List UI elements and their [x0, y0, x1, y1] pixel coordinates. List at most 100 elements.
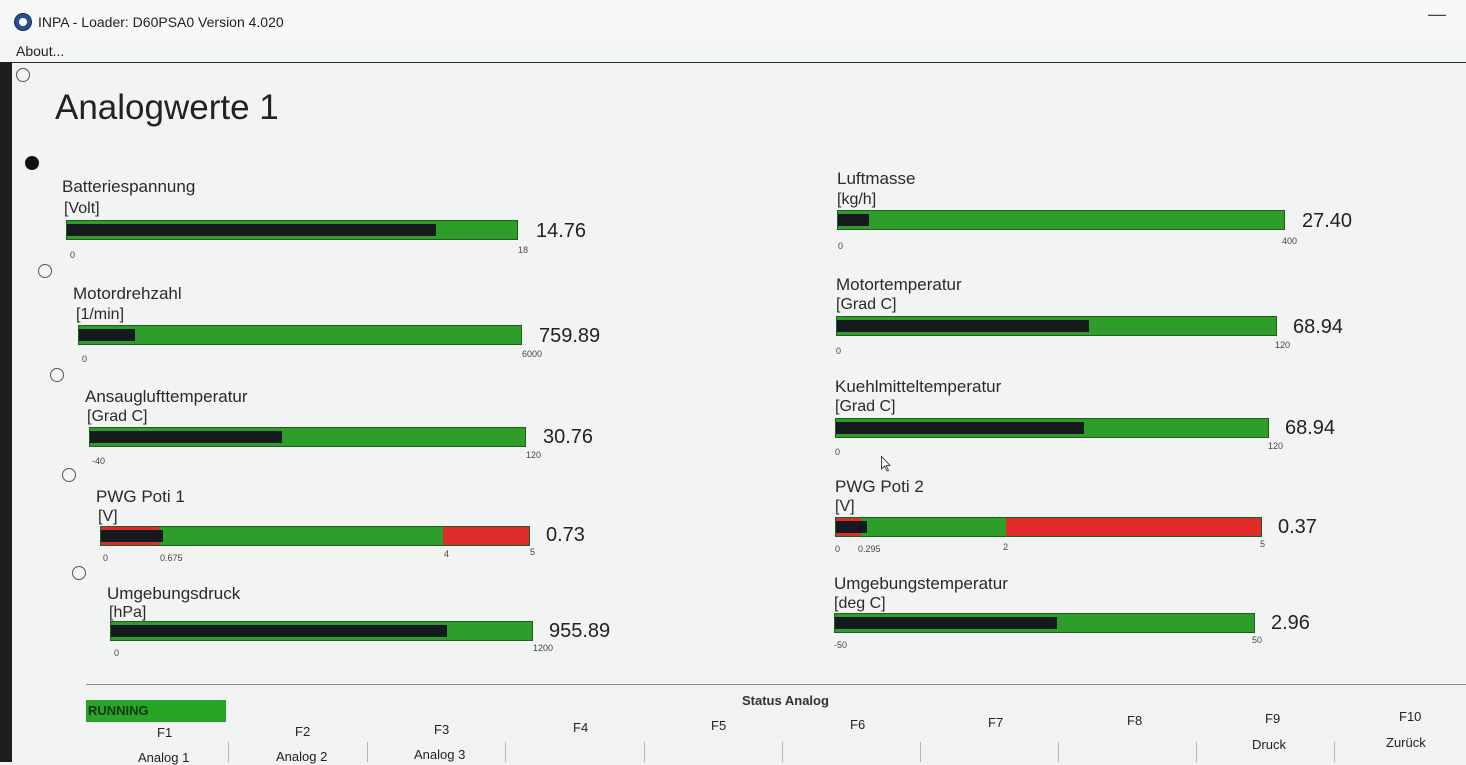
gauge-value: 68.94 — [1293, 316, 1344, 338]
gauge-label: Umgebungstemperatur — [834, 574, 1008, 593]
gauge-max-tick: 120 — [1275, 340, 1291, 350]
gauge-unit: [Grad C] — [87, 408, 148, 425]
gauge-label: Motordrehzahl — [73, 284, 182, 303]
fkey-f7: F7 — [988, 715, 1004, 730]
radio-marker[interactable] — [50, 368, 64, 382]
fkey-f9: F9 — [1265, 711, 1281, 726]
radio-marker[interactable] — [72, 566, 86, 580]
fkey-f8: F8 — [1127, 713, 1143, 728]
fkey-f1: F1 — [157, 725, 173, 740]
gauge-value: 27.40 — [1302, 210, 1353, 232]
fkey-divider — [1196, 742, 1197, 762]
analog-3-button[interactable]: Analog 3 — [414, 747, 466, 762]
radio-marker[interactable] — [62, 468, 76, 482]
radio-marker[interactable] — [38, 264, 52, 278]
fkey-divider — [1058, 742, 1059, 762]
gauge-red-zone-high — [1006, 518, 1261, 536]
gauge-label: PWG Poti 2 — [835, 477, 924, 496]
gauge-label: Luftmasse — [837, 169, 916, 188]
gauge-value: 30.76 — [543, 426, 594, 448]
mouse-pointer-icon — [881, 456, 891, 472]
fkey-divider — [644, 742, 645, 762]
gauge-max-tick: 1200 — [533, 643, 554, 653]
analog-1-button[interactable]: Analog 1 — [138, 750, 190, 765]
menu-about[interactable]: About... — [16, 43, 65, 59]
gauge-max-tick: 18 — [518, 245, 529, 255]
gauge-bar — [835, 517, 1262, 537]
fkey-divider — [1334, 742, 1335, 762]
gauge-bar — [100, 526, 530, 546]
gauge-bar-fill — [837, 320, 1090, 332]
gauge-threshold-tick: 0.295 — [858, 544, 881, 554]
zurueck-button[interactable]: Zurück — [1386, 735, 1426, 750]
gauge-label: Kuehlmitteltemperatur — [835, 377, 1002, 396]
gauge-min-tick: 0 — [835, 447, 841, 457]
gauge-max-tick: 120 — [1268, 441, 1284, 451]
fkey-f10: F10 — [1399, 709, 1422, 724]
minimize-button[interactable]: — — [1428, 4, 1446, 24]
gauge-unit: [Grad C] — [835, 398, 896, 415]
gauge-min-tick: 0 — [838, 241, 844, 251]
gauge-value: 68.94 — [1285, 417, 1336, 439]
gauge-max-tick: 120 — [526, 450, 542, 460]
gauge-bar — [834, 613, 1255, 633]
status-title: Status Analog — [742, 693, 829, 708]
fkey-divider — [228, 742, 229, 762]
fkey-divider — [920, 742, 921, 762]
druck-button[interactable]: Druck — [1252, 737, 1286, 752]
radio-marker[interactable] — [16, 68, 30, 82]
gauge-unit: [Grad C] — [836, 296, 897, 313]
gauge-bar — [110, 621, 533, 641]
gauge-bar-fill — [836, 422, 1085, 434]
gauge-max-tick: 5 — [530, 547, 536, 557]
gauge-threshold-tick: 4 — [444, 549, 450, 559]
gauge-label: Umgebungsdruck — [107, 584, 241, 603]
gauge-bar-fill — [111, 625, 447, 637]
gauge-value: 759.89 — [539, 325, 601, 347]
gauge-unit: [kg/h] — [837, 191, 877, 208]
gauge-min-tick: 0 — [70, 250, 76, 260]
gauge-bar — [835, 418, 1269, 438]
gauge-bar-fill — [101, 530, 164, 542]
status-bar — [86, 684, 1466, 763]
gauge-bar-fill — [835, 617, 1058, 629]
gauge-value: 0.73 — [546, 524, 585, 546]
gauge-unit: [V] — [98, 508, 118, 525]
gauge-min-tick: 0 — [835, 544, 841, 554]
radio-marker-selected[interactable] — [25, 156, 39, 170]
gauge-min-tick: 0 — [103, 553, 109, 563]
gauge-unit: [hPa] — [109, 604, 147, 621]
gauge-value: 2.96 — [1271, 612, 1310, 634]
gauge-label: Motortemperatur — [836, 275, 962, 294]
gauge-unit: [Volt] — [64, 200, 100, 217]
gauge-value: 14.76 — [536, 220, 587, 242]
gauge-bar — [837, 210, 1285, 230]
screen-edge — [0, 62, 12, 762]
gauge-max-tick: 50 — [1252, 635, 1263, 645]
gauge-threshold-tick: 0.675 — [160, 553, 183, 563]
analog-2-button[interactable]: Analog 2 — [276, 749, 328, 764]
gauge-min-tick: -40 — [92, 456, 106, 466]
gauge-bar-fill — [79, 329, 136, 341]
gauge-unit: [deg C] — [834, 595, 886, 612]
gauge-red-zone-high — [443, 527, 529, 545]
title-bar: INPA - Loader: D60PSA0 Version 4.020 — — [0, 0, 1466, 40]
fkey-f5: F5 — [711, 718, 727, 733]
gauge-bar — [78, 325, 522, 345]
page-title: Analogwerte 1 — [55, 88, 279, 127]
gauge-label: PWG Poti 1 — [96, 487, 185, 506]
gauge-min-tick: 0 — [836, 346, 842, 356]
gauge-max-tick: 6000 — [522, 349, 543, 359]
fkey-divider — [782, 742, 783, 762]
gauge-label: Ansauglufttemperatur — [85, 387, 248, 406]
bmw-logo-icon — [14, 13, 32, 31]
fkey-f6: F6 — [850, 717, 866, 732]
window-title: INPA - Loader: D60PSA0 Version 4.020 — [38, 14, 284, 30]
gauge-min-tick: -50 — [834, 640, 848, 650]
gauge-bar — [66, 220, 518, 240]
gauge-bar-fill — [67, 224, 436, 236]
gauge-min-tick: 0 — [114, 648, 120, 658]
fkey-divider — [367, 742, 368, 762]
gauge-value: 955.89 — [549, 620, 611, 642]
gauge-bar — [89, 427, 526, 447]
